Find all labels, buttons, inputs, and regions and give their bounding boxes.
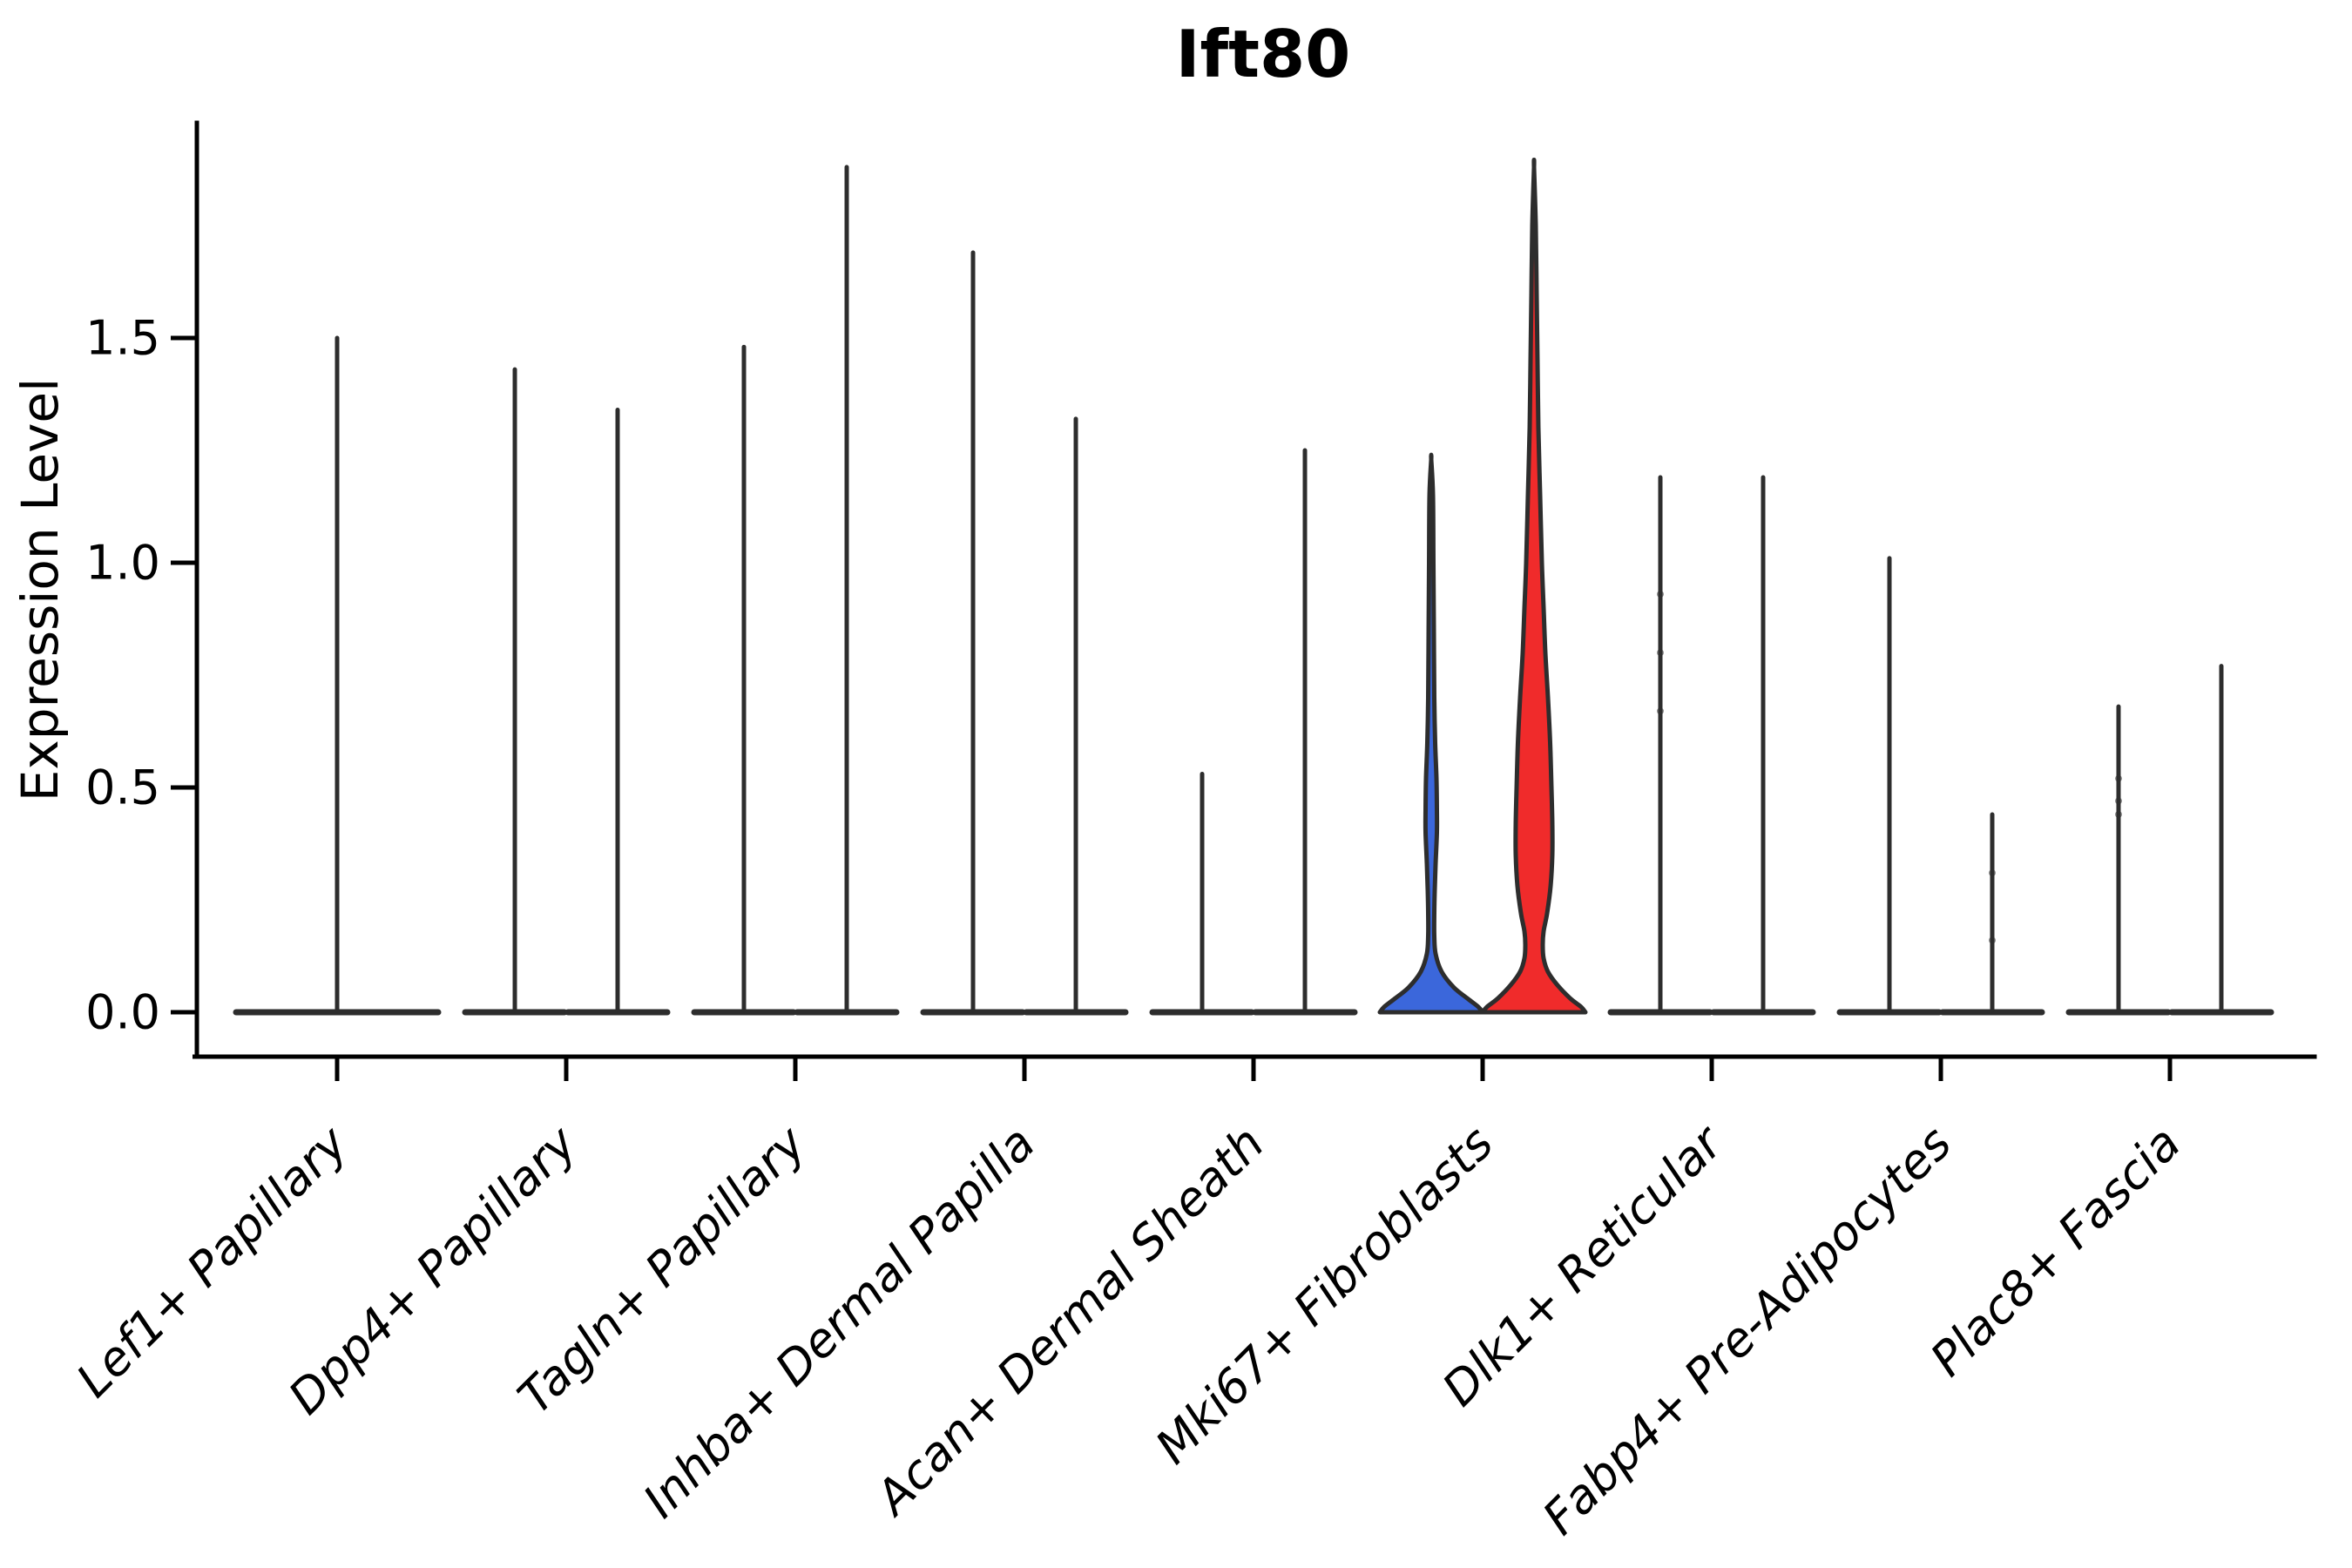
x-tick-label: Acan+ Dermal Sheath — [863, 1116, 1274, 1527]
jitter-point — [2115, 797, 2122, 805]
y-tick-label: 1.0 — [85, 536, 160, 591]
y-tick-label: 0.0 — [85, 985, 160, 1040]
plot-title: Ift80 — [1176, 16, 1351, 92]
jitter-point — [2115, 810, 2122, 818]
x-tick-label: Plac8+ Fascia — [1920, 1116, 2191, 1387]
jitter-point — [2115, 774, 2122, 782]
x-tick-label: Fabp4+ Pre-Adipocytes — [1532, 1116, 1962, 1545]
violin-shape — [1377, 452, 1485, 1015]
jitter-point — [1657, 649, 1664, 657]
y-tick-label: 0.5 — [85, 760, 160, 815]
jitter-point — [1657, 591, 1664, 598]
jitter-point — [1989, 936, 1996, 944]
jitter-point — [1989, 869, 1996, 877]
jitter-point — [1657, 707, 1664, 715]
y-tick-label: 1.5 — [85, 311, 160, 366]
y-axis-label: Expression Level — [10, 378, 70, 801]
violin-shape — [1480, 158, 1588, 1015]
x-tick-label: Inhba+ Dermal Papilla — [632, 1116, 1045, 1529]
